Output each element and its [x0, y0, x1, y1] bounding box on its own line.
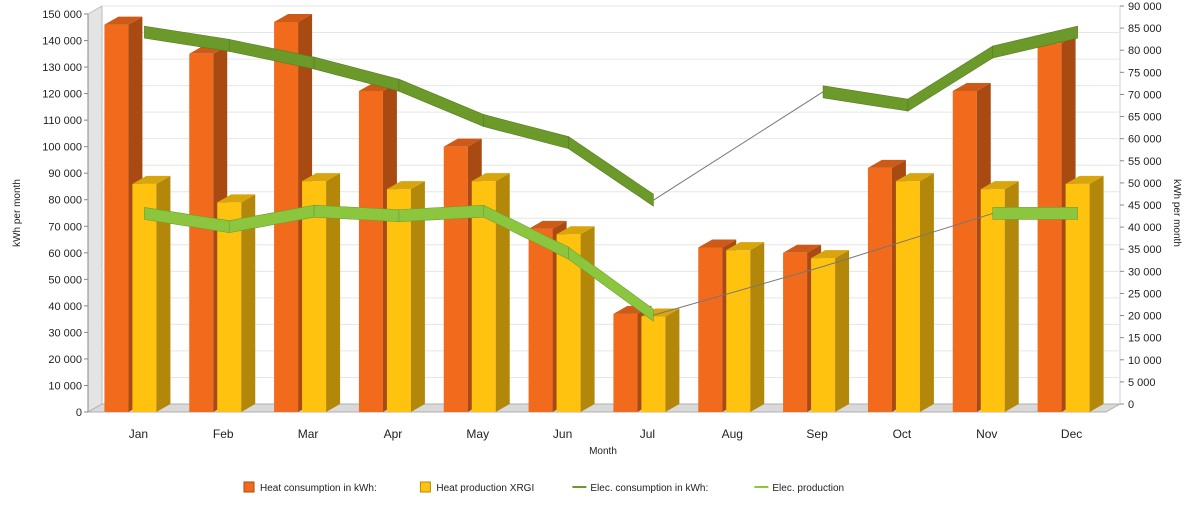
bar-heat-production: [811, 250, 849, 412]
legend-label: Elec. production: [772, 483, 844, 494]
side-wall: [88, 6, 102, 412]
month-label: Sep: [806, 427, 828, 441]
bar-front: [868, 168, 892, 412]
bar-heat-production: [641, 308, 679, 412]
bar-front: [217, 202, 241, 412]
right-tick-label: 10 000: [1128, 355, 1162, 367]
left-tick-label: 50 000: [48, 274, 82, 286]
month-label: Jul: [640, 427, 655, 441]
left-tick-label: 20 000: [48, 354, 82, 366]
legend-item: Elec. production: [754, 483, 844, 494]
x-axis-ticks: Jan Feb Mar Apr May Jun Jul Aug Sep Oct Nov Dec: [129, 427, 1083, 441]
bar-front: [359, 91, 383, 412]
month-label: Aug: [722, 427, 743, 441]
legend-item: Heat consumption in kWh:: [244, 482, 377, 494]
left-tick-label: 10 000: [48, 380, 82, 392]
month-label: Feb: [213, 427, 234, 441]
left-axis-title: kWh per month: [12, 179, 23, 247]
bar-side: [581, 226, 595, 412]
month-label: Oct: [893, 427, 912, 441]
bar-side: [665, 308, 679, 412]
right-axis-ticks: 0 5 000 10 000 15 000 20 000 25 000 30 000 35 0…: [1120, 1, 1162, 411]
left-tick-label: 140 000: [42, 36, 82, 48]
legend-item: Elec. consumption in kWh:: [572, 483, 708, 494]
legend-swatch: [420, 482, 430, 492]
bar-side: [1090, 176, 1104, 412]
bar-side: [496, 173, 510, 412]
left-tick-label: 70 000: [48, 221, 82, 233]
month-label: Nov: [976, 427, 997, 441]
legend-label: Heat consumption in kWh:: [260, 483, 377, 494]
right-tick-label: 50 000: [1128, 178, 1162, 190]
bar-front: [189, 54, 213, 412]
bar-front: [444, 147, 468, 412]
right-tick-label: 75 000: [1128, 67, 1162, 79]
bar-front: [613, 314, 637, 412]
bar-side: [750, 242, 764, 412]
bar-front: [981, 189, 1005, 412]
right-axis-title: kWh per month: [1171, 179, 1182, 247]
right-tick-label: 90 000: [1128, 1, 1162, 13]
right-tick-label: 35 000: [1128, 244, 1162, 256]
left-tick-label: 30 000: [48, 327, 82, 339]
right-tick-label: 5 000: [1128, 377, 1156, 389]
bar-front: [811, 258, 835, 412]
left-tick-label: 110 000: [43, 115, 82, 127]
left-tick-label: 0: [76, 407, 82, 419]
left-tick-label: 40 000: [48, 301, 82, 313]
month-label: Apr: [384, 427, 403, 441]
right-tick-label: 85 000: [1128, 23, 1162, 35]
month-label: Mar: [298, 427, 319, 441]
month-label: Jan: [129, 427, 148, 441]
bar-front: [641, 316, 665, 412]
right-tick-label: 55 000: [1128, 156, 1162, 168]
x-axis-title: Month: [589, 446, 617, 457]
bar-front: [896, 181, 920, 412]
bar-front: [953, 91, 977, 412]
bar-side: [920, 173, 934, 412]
bar-front: [529, 229, 553, 412]
right-tick-label: 60 000: [1128, 134, 1162, 146]
left-tick-label: 120 000: [42, 89, 82, 101]
legend-label: Elec. consumption in kWh:: [590, 483, 708, 494]
bar-front: [698, 247, 722, 412]
legend-item: Heat production XRGI: [420, 482, 534, 494]
left-tick-label: 90 000: [48, 168, 82, 180]
bar-heat-production: [726, 242, 764, 412]
legend: Heat consumption in kWh: Heat production …: [244, 482, 844, 494]
legend-label: Heat production XRGI: [436, 483, 534, 494]
right-tick-label: 0: [1128, 399, 1134, 411]
bar-front: [1038, 43, 1062, 412]
right-tick-label: 30 000: [1128, 266, 1162, 278]
right-tick-label: 65 000: [1128, 112, 1162, 124]
right-tick-label: 70 000: [1128, 89, 1162, 101]
line-segment: [993, 207, 1078, 219]
month-label: May: [466, 427, 489, 441]
bar-side: [835, 250, 849, 412]
bar-front: [726, 250, 750, 412]
month-label: Jun: [553, 427, 572, 441]
legend-swatch: [244, 482, 254, 492]
right-tick-label: 45 000: [1128, 200, 1162, 212]
left-tick-label: 60 000: [48, 248, 82, 260]
bar-heat-production: [896, 173, 934, 412]
right-tick-label: 80 000: [1128, 45, 1162, 57]
left-tick-label: 130 000: [42, 62, 82, 74]
month-label: Dec: [1061, 427, 1082, 441]
right-tick-label: 25 000: [1128, 288, 1162, 300]
right-tick-label: 40 000: [1128, 222, 1162, 234]
left-axis-ticks: 0 10 000 20 000 30 000 40 000 50 000 60 000 70 …: [42, 9, 88, 419]
right-tick-label: 20 000: [1128, 311, 1162, 323]
left-tick-label: 80 000: [48, 195, 82, 207]
left-tick-label: 150 000: [42, 9, 82, 21]
bar-front: [104, 25, 128, 412]
bar-front: [387, 189, 411, 412]
left-tick-label: 100 000: [42, 142, 82, 154]
right-tick-label: 15 000: [1128, 333, 1162, 345]
